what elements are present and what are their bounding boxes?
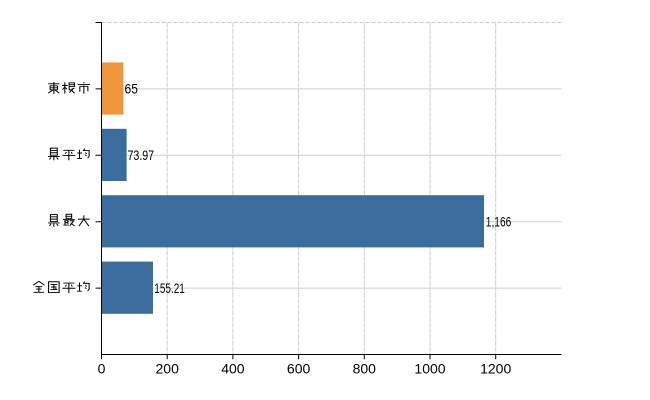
svg-text:1200: 1200 xyxy=(480,361,511,377)
svg-text:800: 800 xyxy=(353,361,377,377)
svg-text:65: 65 xyxy=(125,82,139,97)
svg-text:0: 0 xyxy=(98,361,106,377)
svg-text:73.97: 73.97 xyxy=(128,148,155,163)
svg-text:155.21: 155.21 xyxy=(154,281,185,296)
svg-text:200: 200 xyxy=(156,361,180,377)
svg-text:1,166: 1,166 xyxy=(486,214,512,229)
svg-text:400: 400 xyxy=(221,361,245,377)
svg-text:600: 600 xyxy=(287,361,311,377)
svg-text:1000: 1000 xyxy=(414,361,445,377)
